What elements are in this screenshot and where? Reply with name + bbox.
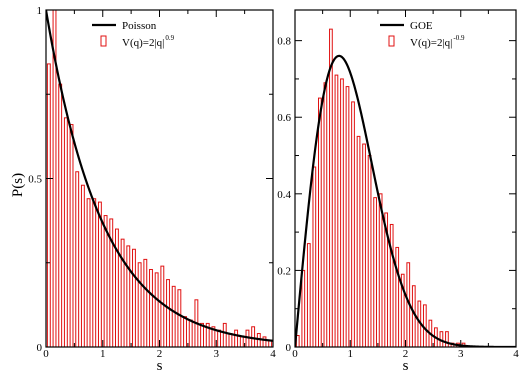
plot-area (46, 10, 273, 347)
histogram-bar (149, 268, 153, 347)
legend-bar-swatch (100, 35, 107, 47)
histogram-bar (177, 289, 182, 347)
histogram-bar (323, 82, 328, 347)
histogram-bar (367, 155, 372, 347)
histogram-bar (205, 322, 210, 347)
legend: GOE V(q)=2|q| -0.9 (380, 20, 465, 49)
histogram-bar (340, 78, 344, 347)
histogram-bar (171, 285, 176, 347)
x-tick-label: 4 (513, 348, 519, 360)
x-tick-label: 2 (403, 348, 409, 360)
histogram-bar (356, 135, 361, 347)
histogram-bar (329, 28, 333, 347)
x-tick-label: 3 (458, 348, 464, 360)
histogram-bar (378, 193, 383, 347)
histogram-bar (334, 74, 339, 347)
histogram-bar (239, 336, 244, 347)
histogram-bar (97, 201, 102, 347)
histogram-bar (351, 101, 355, 347)
x-tick-label: 1 (100, 348, 106, 360)
y-tick-label: 0 (286, 342, 292, 354)
histogram-bar (58, 83, 63, 347)
legend-label: V(q)=2|q| (410, 37, 452, 49)
histogram-bar (306, 243, 311, 347)
histogram-bar (80, 184, 85, 347)
y-tick-label: 0.6 (277, 112, 291, 124)
histogram-bar (222, 322, 227, 347)
histogram-bar (362, 143, 366, 347)
histogram-bar (445, 331, 449, 347)
histogram-bar (384, 212, 389, 347)
legend-exponent: -0.9 (453, 34, 465, 42)
histogram-bar (400, 273, 405, 347)
histogram-bar (86, 198, 91, 347)
theory-curve (295, 54, 516, 347)
histogram-bar (262, 336, 267, 347)
y-tick-label: 0.2 (277, 265, 291, 277)
legend-bar-swatch (388, 35, 395, 47)
histogram-bar (137, 262, 142, 347)
histogram-bar (312, 166, 317, 347)
x-tick-label: 2 (157, 348, 163, 360)
x-axis-label: s (403, 358, 409, 374)
histogram-bar (318, 97, 322, 347)
histogram-bar (132, 248, 136, 347)
histogram-bar (160, 265, 165, 347)
y-tick-label: 0.8 (277, 36, 291, 48)
histogram-bar (166, 279, 170, 347)
legend: Poisson V(q)=2|q| 0.9 (92, 20, 175, 49)
histogram-bar (63, 117, 68, 347)
legend-label: Poisson (122, 20, 157, 32)
y-tick-label: 0.4 (277, 189, 291, 201)
histogram-bar (345, 86, 350, 347)
plot-area (295, 28, 516, 347)
axes-frame (45, 9, 274, 348)
histogram-bar (120, 238, 125, 347)
x-tick-label: 1 (348, 348, 354, 360)
x-tick-label: 3 (214, 348, 220, 360)
histogram-bar (228, 333, 233, 347)
y-tick-label: 0 (37, 342, 43, 354)
histogram-bar (92, 198, 97, 347)
histogram-bar (301, 269, 306, 347)
histogram-bar (126, 245, 131, 347)
histogram-bar (109, 218, 114, 347)
histogram-bar (217, 329, 222, 347)
legend-label: V(q)=2|q| (122, 37, 164, 49)
x-tick-label: 0 (43, 348, 49, 360)
right-panel: 0 1 2 3 4 0 0.2 0.4 0.6 0.8 s GOE V(q)=2|q| -0.9 (277, 9, 519, 374)
x-tick-label: 4 (270, 348, 276, 360)
legend-exponent: 0.9 (165, 34, 174, 42)
left-panel: 0 1 2 3 4 0 0.5 1 s Poisson V(q)=2|q| 0.9 (28, 5, 276, 374)
y-tick-label: 1 (37, 5, 43, 17)
histogram-bar (46, 63, 51, 347)
y-tick-label: 0.5 (28, 174, 42, 186)
histogram-bar (373, 197, 377, 347)
histogram-bar (75, 171, 80, 347)
histogram-bar (251, 326, 256, 347)
x-tick-label: 0 (292, 348, 298, 360)
x-axis-label: s (157, 358, 163, 374)
histogram-bar (154, 272, 159, 347)
histogram-bar (183, 316, 187, 347)
histogram-bar (69, 124, 74, 347)
histogram-bar (395, 246, 400, 347)
histogram-bar (389, 223, 394, 347)
theory-curve (46, 10, 273, 342)
histogram-bar (103, 215, 108, 347)
histogram-bar (234, 329, 239, 347)
histogram-bar (115, 228, 119, 347)
histogram-bar (200, 322, 204, 347)
histogram-bar (143, 258, 148, 347)
legend-label: GOE (410, 20, 433, 32)
figure-ylabel: P(s) (10, 173, 26, 197)
histogram-bar (52, 10, 57, 347)
histogram-bar (188, 319, 193, 347)
